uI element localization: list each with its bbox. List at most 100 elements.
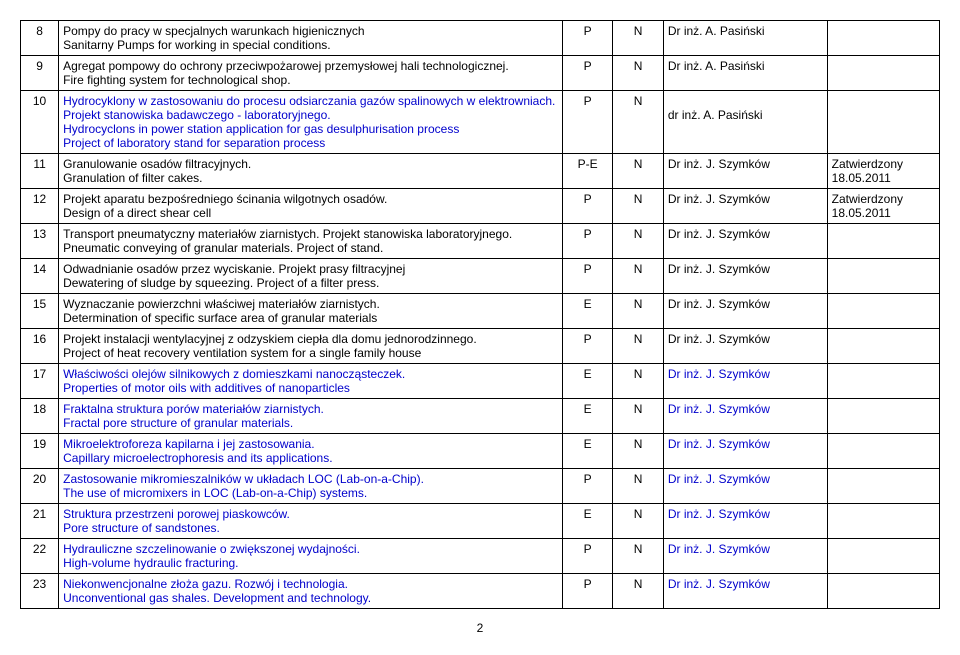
row-description: Mikroelektroforeza kapilarna i jej zasto… (59, 434, 563, 469)
row-person: Dr inż. J. Szymków (663, 294, 827, 329)
row-person: Dr inż. A. Pasiński (663, 56, 827, 91)
row-person: Dr inż. J. Szymków (663, 224, 827, 259)
row-description: Transport pneumatyczny materiałów ziarni… (59, 224, 563, 259)
row-n: N (613, 434, 663, 469)
row-pe: P (562, 329, 612, 364)
row-pe: P (562, 539, 612, 574)
table-row: 10Hydrocyklony w zastosowaniu do procesu… (21, 91, 940, 154)
row-number: 12 (21, 189, 59, 224)
row-person: Dr inż. J. Szymków (663, 259, 827, 294)
row-n: N (613, 259, 663, 294)
row-pe: E (562, 399, 612, 434)
row-status (827, 224, 939, 259)
row-status: Zatwierdzony18.05.2011 (827, 154, 939, 189)
row-pe: P (562, 469, 612, 504)
table-row: 8Pompy do pracy w specjalnych warunkach … (21, 21, 940, 56)
row-person: Dr inż. J. Szymków (663, 189, 827, 224)
row-n: N (613, 329, 663, 364)
table-row: 14Odwadnianie osadów przez wyciskanie. P… (21, 259, 940, 294)
row-status (827, 574, 939, 609)
row-status (827, 259, 939, 294)
row-status (827, 364, 939, 399)
table-row: 20Zastosowanie mikromieszalników w układ… (21, 469, 940, 504)
row-number: 17 (21, 364, 59, 399)
row-number: 15 (21, 294, 59, 329)
row-pe: E (562, 364, 612, 399)
row-number: 18 (21, 399, 59, 434)
row-person: Dr inż. J. Szymków (663, 504, 827, 539)
table-row: 12Projekt aparatu bezpośredniego ścinani… (21, 189, 940, 224)
row-status (827, 56, 939, 91)
row-description: Pompy do pracy w specjalnych warunkach h… (59, 21, 563, 56)
row-number: 22 (21, 539, 59, 574)
table-row: 15Wyznaczanie powierzchni właściwej mate… (21, 294, 940, 329)
row-number: 20 (21, 469, 59, 504)
row-pe: P (562, 21, 612, 56)
row-number: 23 (21, 574, 59, 609)
table-row: 9Agregat pompowy do ochrony przeciwpożar… (21, 56, 940, 91)
row-status (827, 504, 939, 539)
row-number: 14 (21, 259, 59, 294)
row-n: N (613, 56, 663, 91)
row-person: dr inż. A. Pasiński (663, 91, 827, 154)
row-pe: E (562, 504, 612, 539)
row-status (827, 21, 939, 56)
row-status (827, 329, 939, 364)
table-row: 16Projekt instalacji wentylacyjnej z odz… (21, 329, 940, 364)
row-pe: P (562, 189, 612, 224)
table-row: 23Niekonwencjonalne złoża gazu. Rozwój i… (21, 574, 940, 609)
table-row: 18Fraktalna struktura porów materiałów z… (21, 399, 940, 434)
row-n: N (613, 574, 663, 609)
row-person: Dr inż. J. Szymków (663, 329, 827, 364)
row-n: N (613, 224, 663, 259)
row-description: Agregat pompowy do ochrony przeciwpożaro… (59, 56, 563, 91)
row-description: Hydrocyklony w zastosowaniu do procesu o… (59, 91, 563, 154)
row-pe: P (562, 259, 612, 294)
row-person: Dr inż. J. Szymków (663, 364, 827, 399)
row-n: N (613, 189, 663, 224)
row-number: 8 (21, 21, 59, 56)
row-pe: P (562, 574, 612, 609)
row-person: Dr inż. J. Szymków (663, 539, 827, 574)
row-description: Fraktalna struktura porów materiałów zia… (59, 399, 563, 434)
row-pe: E (562, 434, 612, 469)
row-person: Dr inż. J. Szymków (663, 399, 827, 434)
row-description: Odwadnianie osadów przez wyciskanie. Pro… (59, 259, 563, 294)
row-status: Zatwierdzony18.05.2011 (827, 189, 939, 224)
row-number: 21 (21, 504, 59, 539)
row-number: 9 (21, 56, 59, 91)
row-description: Granulowanie osadów filtracyjnych.Granul… (59, 154, 563, 189)
row-description: Zastosowanie mikromieszalników w układac… (59, 469, 563, 504)
row-pe: P (562, 56, 612, 91)
row-status (827, 469, 939, 504)
row-person: Dr inż. J. Szymków (663, 469, 827, 504)
table-row: 17Właściwości olejów silnikowych z domie… (21, 364, 940, 399)
row-number: 11 (21, 154, 59, 189)
table-row: 11Granulowanie osadów filtracyjnych.Gran… (21, 154, 940, 189)
row-status (827, 294, 939, 329)
row-pe: E (562, 294, 612, 329)
row-description: Struktura przestrzeni porowej piaskowców… (59, 504, 563, 539)
row-pe: P (562, 91, 612, 154)
row-n: N (613, 504, 663, 539)
row-description: Hydrauliczne szczelinowanie o zwiększone… (59, 539, 563, 574)
row-person: Dr inż. J. Szymków (663, 574, 827, 609)
row-description: Niekonwencjonalne złoża gazu. Rozwój i t… (59, 574, 563, 609)
row-status (827, 399, 939, 434)
table-row: 21Struktura przestrzeni porowej piaskowc… (21, 504, 940, 539)
row-n: N (613, 469, 663, 504)
row-description: Wyznaczanie powierzchni właściwej materi… (59, 294, 563, 329)
row-description: Projekt aparatu bezpośredniego ścinania … (59, 189, 563, 224)
row-status (827, 434, 939, 469)
row-number: 19 (21, 434, 59, 469)
row-n: N (613, 91, 663, 154)
table-row: 13Transport pneumatyczny materiałów ziar… (21, 224, 940, 259)
table-row: 19Mikroelektroforeza kapilarna i jej zas… (21, 434, 940, 469)
table-row: 22Hydrauliczne szczelinowanie o zwiększo… (21, 539, 940, 574)
row-status (827, 91, 939, 154)
page-number: 2 (20, 621, 940, 635)
row-description: Projekt instalacji wentylacyjnej z odzys… (59, 329, 563, 364)
row-n: N (613, 294, 663, 329)
row-n: N (613, 539, 663, 574)
row-number: 10 (21, 91, 59, 154)
